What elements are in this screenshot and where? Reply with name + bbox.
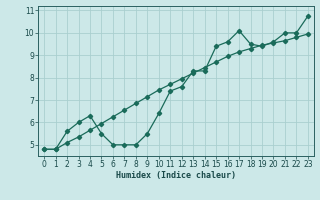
X-axis label: Humidex (Indice chaleur): Humidex (Indice chaleur) <box>116 171 236 180</box>
